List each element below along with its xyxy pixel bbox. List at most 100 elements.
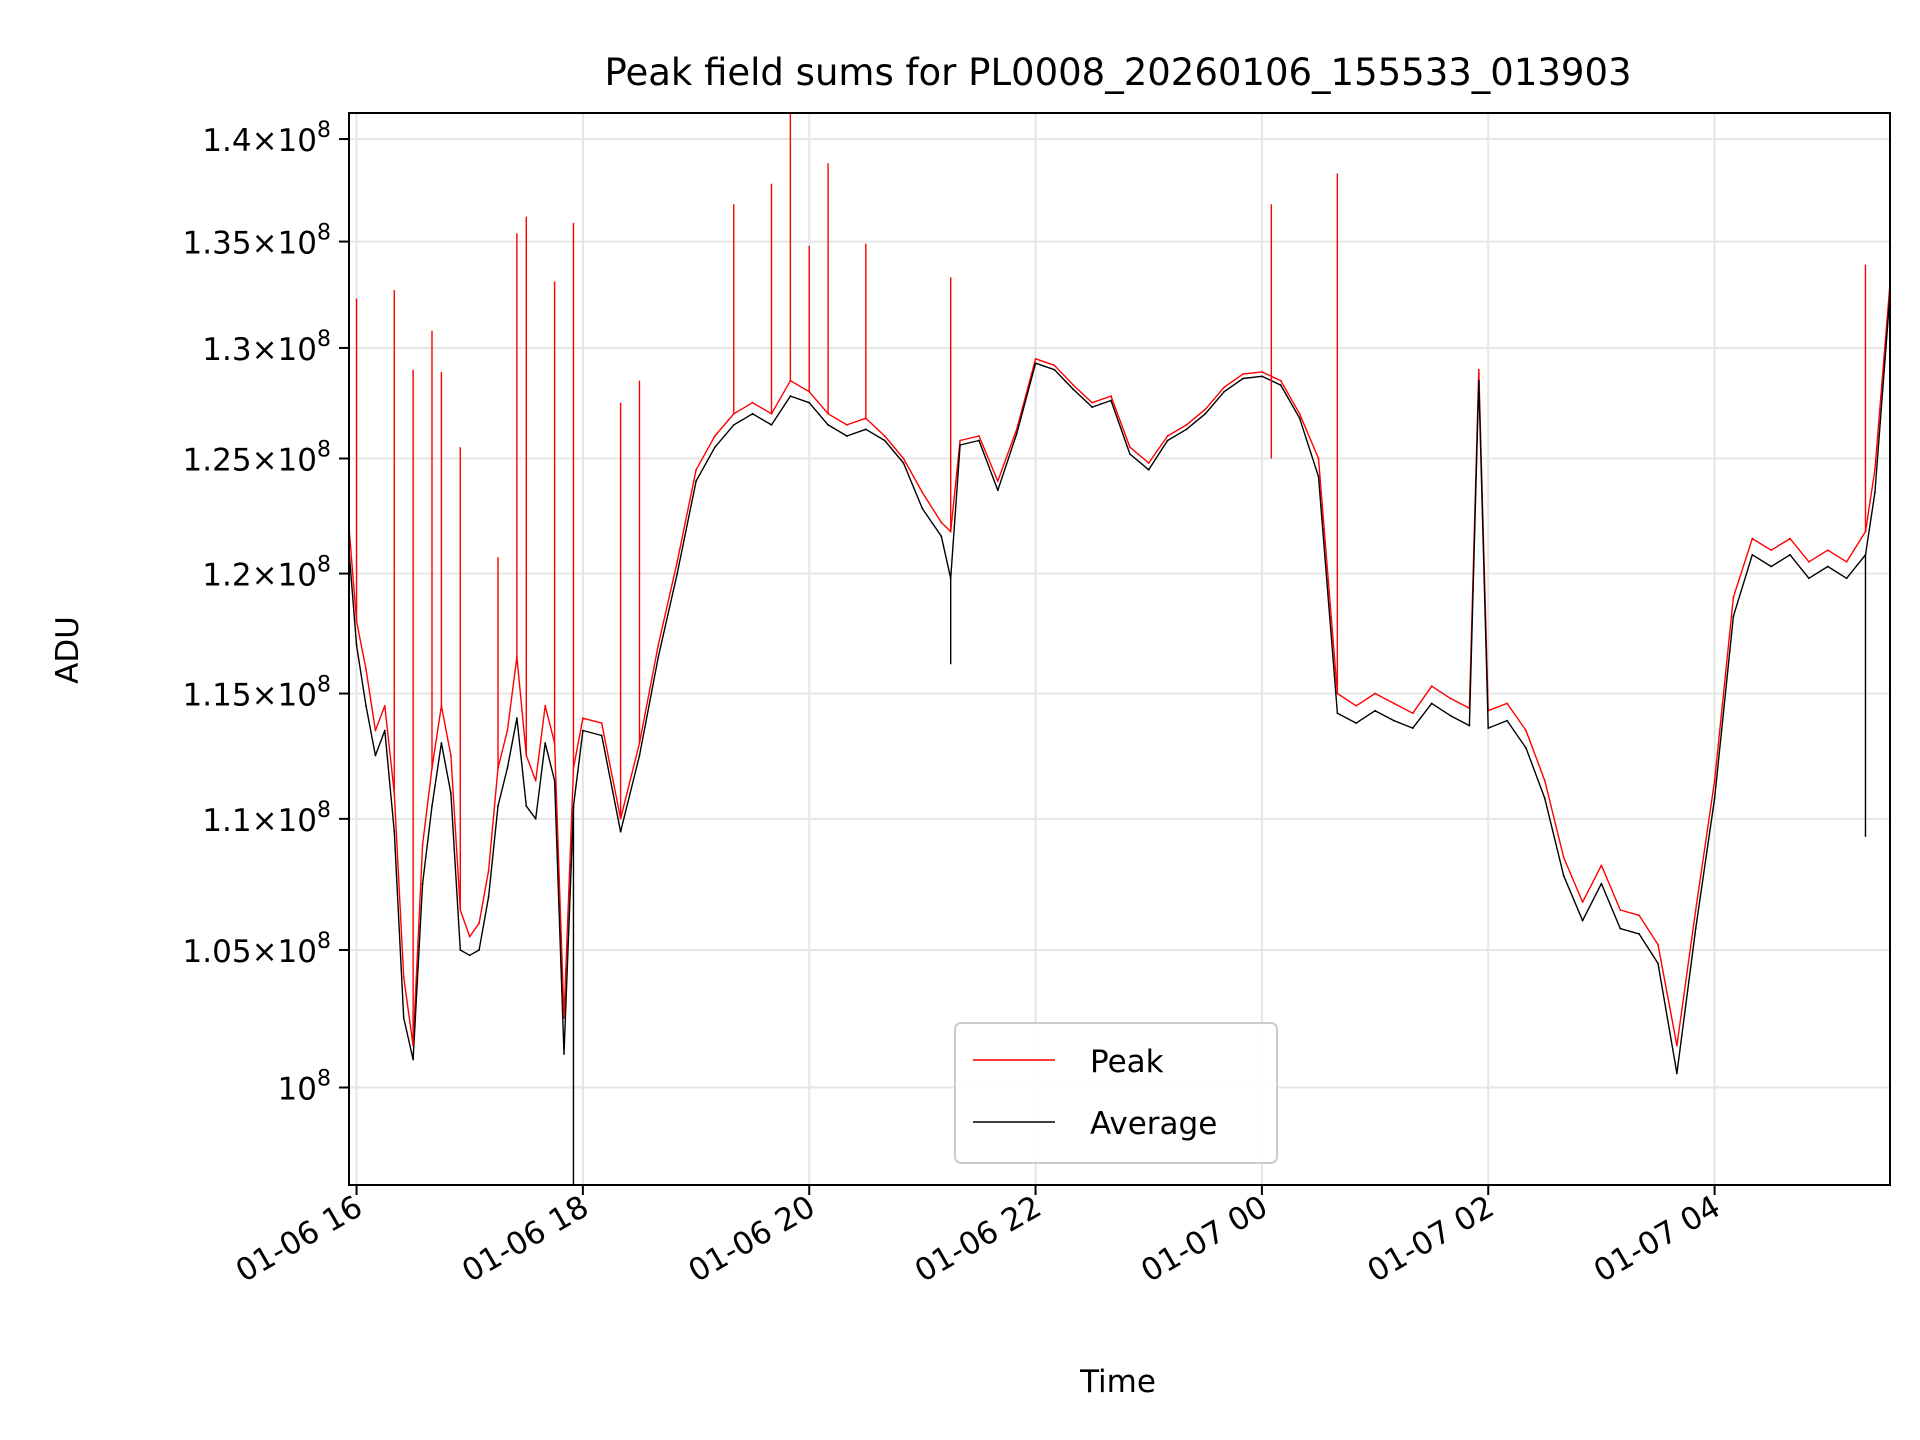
data-point-average [1732, 615, 1735, 618]
data-point-average [1449, 714, 1452, 717]
data-point-average [1562, 874, 1565, 877]
data-point-peak [1477, 368, 1480, 371]
data-point-peak [1619, 909, 1622, 911]
data-point-peak [1110, 395, 1112, 397]
data-point-average [355, 644, 358, 646]
legend-box [954, 1022, 1278, 1164]
data-point-peak [978, 435, 980, 437]
data-point-peak [1845, 560, 1848, 563]
data-point-peak [1770, 549, 1773, 552]
data-point-average [1261, 375, 1263, 378]
x-axis-label: Time [1079, 1364, 1156, 1400]
y-tick-label: 1.05×108 [183, 929, 331, 970]
data-point-peak [1826, 549, 1829, 552]
data-point-average [1638, 933, 1641, 935]
data-point-average [525, 805, 528, 807]
data-point-average [402, 1016, 405, 1019]
data-point-average [412, 1058, 415, 1061]
data-point-average [1600, 882, 1603, 885]
data-point-peak [506, 729, 509, 732]
data-point-peak [1072, 384, 1075, 386]
data-point-average [1657, 962, 1659, 965]
data-point-average [440, 742, 443, 744]
data-point-peak [1506, 702, 1509, 705]
data-point-average [1411, 727, 1414, 729]
data-point-average [506, 767, 509, 769]
legend: Peak Average [954, 1022, 1278, 1164]
data-point-average [1506, 719, 1509, 722]
data-point-average [1468, 724, 1471, 727]
data-point-average [1770, 565, 1773, 568]
data-point-peak [676, 560, 679, 563]
data-point-average [553, 779, 556, 782]
data-point-average [1355, 722, 1358, 725]
data-point-average [978, 439, 980, 442]
data-point-peak [1874, 468, 1876, 471]
data-point-peak [1166, 435, 1169, 437]
data-point-average [431, 805, 433, 807]
data-point-average [996, 489, 999, 492]
data-point-peak [1751, 537, 1754, 540]
chart-title: Peak field sums for PL0008_20260106_1555… [604, 51, 1631, 94]
data-point-peak [1449, 697, 1452, 700]
data-point-average [751, 412, 754, 415]
series-line-average [349, 294, 1890, 1075]
data-point-peak [751, 401, 754, 404]
y-tick-label: 1.2×108 [202, 553, 331, 594]
data-point-average [1279, 384, 1282, 386]
data-point-peak [902, 457, 905, 460]
data-point-peak [487, 869, 490, 872]
data-point-peak [421, 843, 424, 846]
plot-lines [349, 113, 1890, 1185]
data-point-peak [1034, 357, 1037, 360]
data-point-average [1826, 565, 1829, 568]
data-point-average [676, 572, 679, 575]
data-point-average [732, 423, 735, 426]
data-point-average [770, 423, 773, 426]
data-point-peak [1694, 909, 1697, 911]
data-point-average [581, 729, 584, 732]
data-point-average [1751, 553, 1754, 556]
data-point-average [808, 401, 811, 404]
data-point-peak [1638, 914, 1641, 917]
data-point-peak [1600, 864, 1603, 867]
data-point-average [1110, 399, 1112, 402]
data-point-average [789, 395, 792, 397]
data-point-average [657, 656, 660, 658]
data-point-average [459, 949, 462, 951]
data-point-peak [1374, 692, 1376, 695]
y-tick-label: 1.25×108 [183, 438, 331, 479]
data-point-average [534, 817, 537, 820]
data-point-average [1393, 719, 1395, 722]
data-point-peak [883, 435, 886, 437]
data-point-peak [959, 439, 962, 442]
data-point-average [421, 882, 424, 885]
data-point-peak [1393, 702, 1395, 705]
data-point-average [1789, 553, 1791, 556]
data-point-peak [402, 976, 405, 978]
data-point-peak [1298, 412, 1301, 415]
y-axis-ticks: 108 1.05×108 1.1×108 1.15×108 1.2×108 1.25×10… [183, 118, 349, 1107]
data-point-average [468, 954, 471, 957]
data-point-average [902, 462, 905, 464]
data-point-peak [449, 754, 452, 757]
data-point-average [563, 1052, 565, 1055]
data-point-average [1374, 709, 1376, 712]
plot-frame [348, 112, 1891, 1186]
data-point-peak [657, 644, 660, 646]
data-point-average [365, 704, 367, 707]
legend-label-peak: Peak [1090, 1044, 1164, 1080]
data-point-peak [1279, 379, 1282, 382]
data-point-average [1204, 412, 1207, 415]
data-point-average [478, 949, 481, 951]
data-point-peak [1317, 457, 1320, 460]
y-tick-label: 1.1×108 [202, 798, 331, 839]
data-point-average [1317, 475, 1320, 478]
data-point-average [1147, 468, 1150, 471]
data-point-average [1072, 388, 1075, 391]
data-point-peak [1242, 373, 1244, 375]
data-point-average [1336, 712, 1339, 715]
data-point-peak [468, 935, 471, 938]
data-point-average [487, 895, 490, 898]
